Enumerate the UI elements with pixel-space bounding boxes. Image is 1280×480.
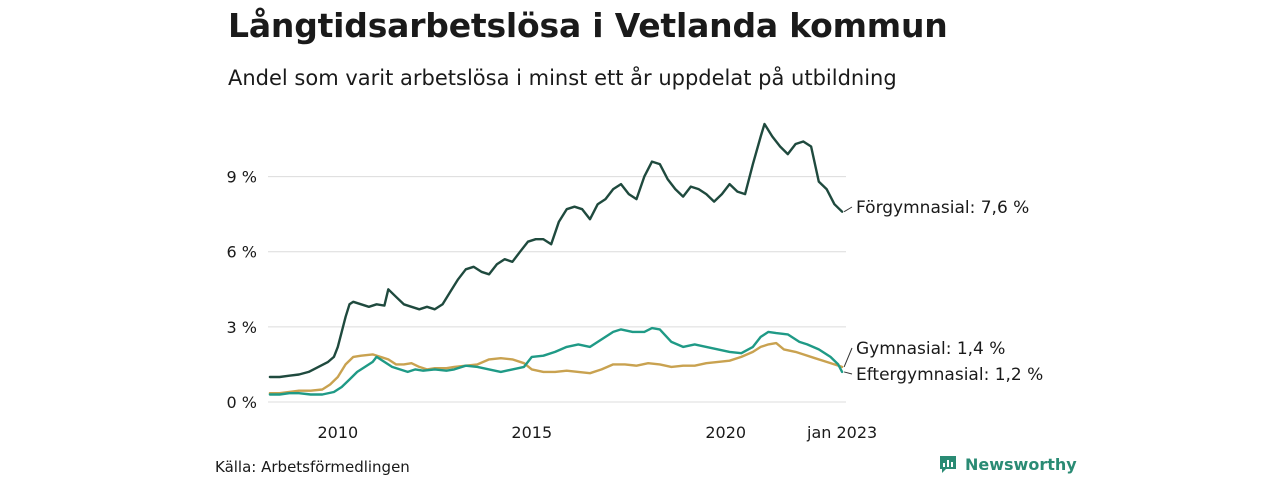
x-tick-label: 2010: [317, 423, 358, 442]
series-lines: [268, 122, 844, 396]
series-line-eftergymnasial: [268, 326, 844, 396]
source-note: Källa: Arbetsförmedlingen: [215, 458, 410, 476]
series-line-gymnasial: [268, 341, 844, 395]
series-line-förgymnasial: [268, 122, 844, 379]
grid-lines: [268, 176, 846, 403]
y-tick-label: 6 %: [227, 243, 257, 262]
x-tick-label: jan 2023: [806, 423, 877, 442]
y-tick-label: 9 %: [227, 168, 257, 187]
x-tick-label: 2015: [511, 423, 552, 442]
x-tick-label: 2020: [705, 423, 746, 442]
series-end-labels: Förgymnasial: 7,6 % Gymnasial: 1,4 % Efter…: [843, 198, 1043, 385]
y-axis-ticks: 0 % 3 % 6 % 9 %: [227, 168, 257, 412]
series-end-label: Gymnasial: 1,4 %: [856, 339, 1005, 359]
series-end-label: Eftergymnasial: 1,2 %: [856, 365, 1043, 385]
y-tick-label: 0 %: [227, 393, 257, 412]
y-tick-label: 3 %: [227, 318, 257, 337]
label-connector: [843, 371, 853, 375]
newsworthy-logo-icon: [940, 456, 956, 473]
x-axis-ticks: 2010 2015 2020 jan 2023: [317, 423, 877, 442]
brand-name: Newsworthy: [965, 454, 1077, 474]
chart-subtitle: Andel som varit arbetslösa i minst ett å…: [228, 66, 897, 90]
label-connector: [843, 347, 853, 368]
brand-logo: Newsworthy: [938, 454, 1077, 474]
label-connector: [843, 206, 853, 213]
chart-title: Långtidsarbetslösa i Vetlanda kommun: [228, 6, 948, 45]
series-end-label: Förgymnasial: 7,6 %: [856, 198, 1029, 218]
